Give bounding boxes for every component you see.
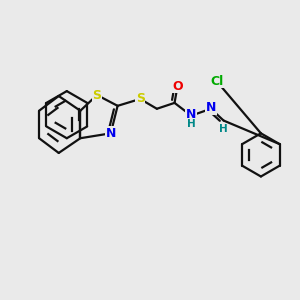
Text: Cl: Cl — [210, 75, 224, 88]
Text: S: S — [136, 92, 145, 106]
Text: S: S — [92, 88, 101, 101]
Text: N: N — [206, 101, 216, 114]
Text: O: O — [172, 80, 183, 93]
Text: H: H — [187, 119, 196, 130]
Text: N: N — [106, 127, 116, 140]
Text: H: H — [219, 124, 228, 134]
Text: N: N — [186, 108, 196, 121]
